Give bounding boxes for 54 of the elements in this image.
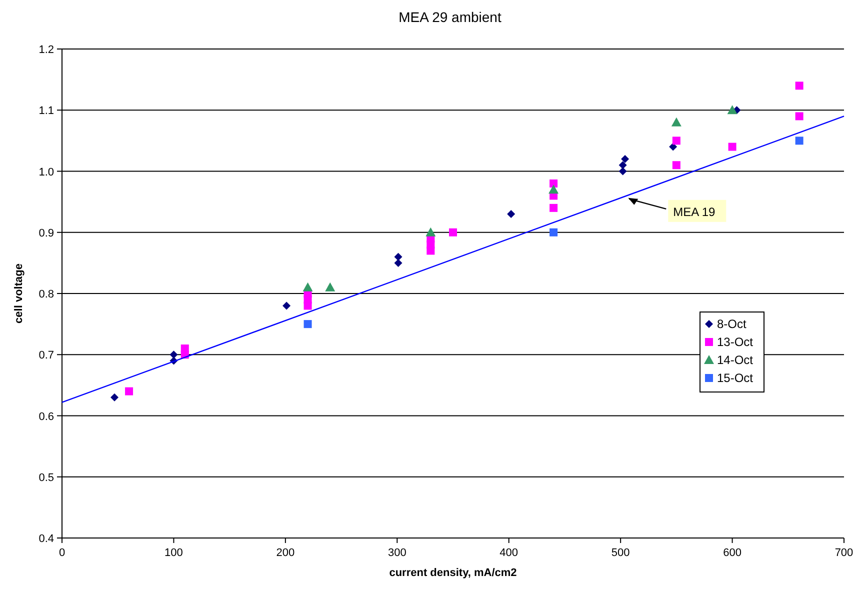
x-tick-label: 600 — [723, 547, 742, 559]
point — [795, 136, 804, 145]
point — [550, 228, 558, 236]
point — [110, 393, 119, 402]
point — [671, 117, 682, 126]
point — [282, 302, 291, 310]
point — [795, 112, 804, 120]
y-tick-label: 1.2 — [38, 44, 54, 56]
legend-label: 8-Oct — [717, 317, 748, 331]
point — [672, 136, 680, 145]
point — [669, 142, 678, 151]
point — [180, 344, 189, 353]
point — [394, 258, 402, 267]
x-tick-label: 500 — [611, 547, 630, 559]
x-tick-label: 400 — [500, 547, 518, 559]
point — [426, 227, 436, 236]
point — [727, 105, 738, 114]
x-tick-label: 100 — [164, 547, 183, 559]
point — [728, 142, 736, 151]
point — [548, 184, 559, 194]
point — [550, 204, 558, 212]
x-axis-title: current density, mA/cm2 — [389, 567, 517, 579]
point — [304, 320, 312, 328]
point — [507, 210, 516, 218]
annotation: MEA 19 — [673, 204, 716, 219]
x-tick-label: 700 — [834, 547, 854, 559]
point — [449, 228, 457, 236]
point — [621, 155, 630, 164]
legend-label: 13-Oct — [717, 335, 754, 349]
point — [394, 252, 402, 261]
y-tick-label: 1.0 — [38, 166, 54, 178]
point — [125, 387, 134, 396]
y-tick-label: 0.6 — [38, 410, 54, 423]
y-tick-label: 0.9 — [38, 227, 54, 240]
x-tick-label: 300 — [388, 547, 406, 559]
point — [618, 167, 627, 176]
point — [302, 282, 313, 292]
x-tick-label: 0 — [58, 547, 66, 559]
point — [618, 161, 627, 170]
legend-label: 15-Oct — [717, 371, 754, 385]
y-tick-label: 0.5 — [38, 472, 54, 484]
y-tick-label: 0.8 — [38, 288, 54, 300]
y-tick-label: 0.4 — [38, 533, 54, 545]
point — [795, 82, 804, 90]
point — [170, 350, 178, 359]
point — [325, 282, 336, 292]
legend-label: 14-Oct — [717, 353, 754, 367]
x-tick-label: 200 — [276, 547, 295, 559]
chart-title: MEA 29 ambient — [398, 9, 502, 25]
y-axis-title: cell voltage — [13, 264, 25, 324]
point — [550, 179, 558, 188]
point — [672, 161, 680, 170]
y-tick-label: 1.1 — [38, 105, 54, 118]
y-tick-label: 0.7 — [38, 350, 54, 362]
